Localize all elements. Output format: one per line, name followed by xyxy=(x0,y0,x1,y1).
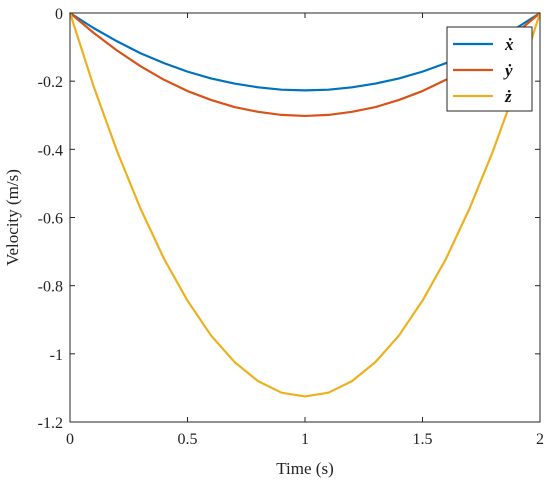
y-tick-label: -1.2 xyxy=(38,415,63,432)
axes: 0 0.5 1 1.5 2 0 -0.2 -0.4 -0.6 -0.8 -1 -1.2 xyxy=(38,6,544,448)
x-tick-label: 1 xyxy=(301,431,309,448)
x-tick-label: 0 xyxy=(66,431,74,448)
legend-label-1: ẋ xyxy=(504,35,514,54)
x-tick-label: 0.5 xyxy=(178,431,198,448)
legend: ẋẏż xyxy=(446,26,533,112)
x-tick-label: 1.5 xyxy=(413,431,433,448)
y-tick-label: -1 xyxy=(50,347,63,364)
y-tick-label: -0.6 xyxy=(38,211,63,228)
y-tick-label: -0.2 xyxy=(38,74,63,91)
y-axis-title: Velocity (m/s) xyxy=(3,169,22,266)
x-tick-label: 2 xyxy=(536,431,544,448)
x-axis-title: Time (s) xyxy=(276,459,333,478)
legend-label-2: ẏ xyxy=(503,61,513,80)
y-tick-label: -0.4 xyxy=(38,142,63,159)
y-tick-label: 0 xyxy=(55,6,63,23)
legend-label-3: ż xyxy=(504,87,512,106)
y-tick-label: -0.8 xyxy=(38,279,63,296)
series-line-3 xyxy=(68,12,542,398)
